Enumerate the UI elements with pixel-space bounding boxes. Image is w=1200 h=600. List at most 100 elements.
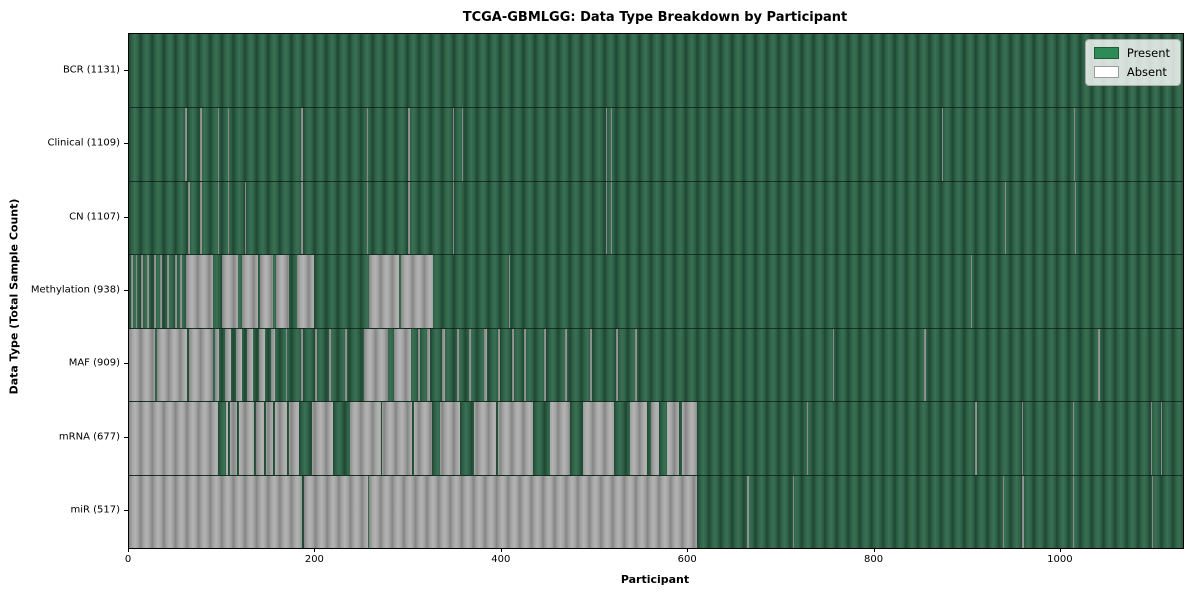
absent-segment — [524, 328, 526, 402]
heatmap-row-clinical — [129, 107, 1183, 181]
absent-segment — [1005, 181, 1006, 255]
present-segment — [431, 402, 441, 475]
absent-segment — [610, 108, 612, 181]
absent-segment — [146, 255, 149, 328]
x-tick-mark — [128, 548, 129, 552]
absent-segment — [453, 181, 455, 255]
x-tick-mark — [873, 548, 875, 552]
absent-segment — [141, 255, 143, 328]
absent-segment — [606, 181, 608, 255]
y-axis-tick-labels: BCR (1131) Clinical (1109) CN (1107) Methyl… — [0, 33, 120, 547]
absent-segment — [407, 108, 410, 181]
absent-segment — [260, 255, 274, 328]
absent-segment — [1021, 402, 1023, 475]
absent-segment — [187, 181, 190, 255]
absent-segment — [746, 475, 749, 548]
absent-segment — [509, 255, 511, 328]
absent-segment — [832, 328, 835, 402]
y-tick-label-bcr: BCR (1131) — [62, 64, 120, 76]
absent-segment — [923, 328, 926, 402]
present-segment — [613, 402, 631, 475]
y-tick-mark — [124, 69, 128, 71]
absent-segment — [606, 108, 608, 181]
x-axis-ticks: 0 200 400 600 800 1000 — [125, 548, 1182, 578]
y-tick-mark — [124, 216, 128, 218]
absent-segment — [453, 108, 455, 181]
absent-segment — [345, 328, 348, 402]
absent-segment — [590, 328, 593, 402]
y-tick-label-clinical: Clinical (1109) — [47, 137, 121, 149]
absent-segment — [366, 108, 368, 181]
absent-segment — [1021, 475, 1024, 548]
heatmap-row-cn — [129, 180, 1183, 255]
present-segment — [678, 402, 682, 475]
absent-segment — [329, 328, 332, 402]
present-segment — [273, 402, 276, 475]
absent-segment — [792, 475, 795, 548]
absent-segment — [184, 108, 187, 181]
y-tick-mark — [124, 143, 128, 145]
present-segment — [298, 402, 312, 475]
absent-segment — [518, 181, 520, 255]
absent-segment — [616, 328, 619, 402]
absent-segment — [174, 255, 177, 328]
absent-segment — [129, 475, 303, 548]
absent-segment — [975, 402, 978, 475]
absent-segment — [159, 255, 162, 328]
y-tick-label-maf: MAF (909) — [68, 357, 120, 369]
absent-segment — [363, 328, 389, 402]
y-tick-mark — [124, 510, 128, 512]
absent-segment — [135, 255, 138, 328]
heatmap-row-mrna — [129, 401, 1183, 475]
absent-segment — [1003, 475, 1005, 548]
absent-segment — [285, 328, 288, 402]
absent-segment — [224, 328, 231, 402]
absent-segment — [185, 255, 213, 328]
x-tick-mark — [314, 548, 316, 552]
absent-segment — [512, 328, 514, 402]
x-tick-label: 400 — [491, 554, 511, 565]
present-segment — [237, 402, 239, 475]
absent-segment — [469, 328, 471, 402]
present-segment — [380, 402, 383, 475]
y-tick-label-mrna: mRNA (677) — [58, 431, 120, 443]
legend-swatch-present — [1093, 47, 1119, 59]
absent-segment — [304, 475, 368, 548]
absent-segment — [971, 255, 973, 328]
absent-segment — [247, 328, 253, 402]
absent-segment — [301, 328, 304, 402]
absent-segment — [301, 108, 304, 181]
absent-segment — [227, 108, 229, 181]
absent-segment — [543, 328, 546, 402]
absent-segment — [276, 255, 290, 328]
x-tick-label: 600 — [677, 554, 697, 565]
absent-segment — [442, 328, 445, 402]
absent-segment — [806, 402, 809, 475]
absent-segment — [245, 181, 247, 255]
present-segment — [253, 402, 256, 475]
absent-segment — [1160, 402, 1163, 475]
absent-segment — [199, 108, 202, 181]
absent-segment — [565, 328, 567, 402]
x-axis-label: Participant — [620, 573, 690, 586]
absent-segment — [427, 328, 430, 402]
present-segment — [333, 402, 350, 475]
absent-segment — [498, 328, 500, 402]
absent-segment — [241, 255, 258, 328]
absent-segment — [130, 255, 133, 328]
absent-segment — [461, 108, 463, 181]
legend-item-present: Present — [1093, 46, 1170, 60]
absent-segment — [259, 328, 266, 402]
present-segment — [459, 402, 474, 475]
absent-segment — [227, 181, 229, 255]
present-segment — [533, 402, 551, 475]
present-segment — [412, 402, 415, 475]
absent-segment — [270, 328, 276, 402]
absent-segment — [417, 328, 420, 402]
absent-segment — [941, 108, 943, 181]
absent-segment — [199, 181, 202, 255]
heatmap-plot-area — [128, 33, 1184, 549]
x-tick-label: 1000 — [1047, 554, 1073, 565]
absent-segment — [129, 328, 156, 402]
